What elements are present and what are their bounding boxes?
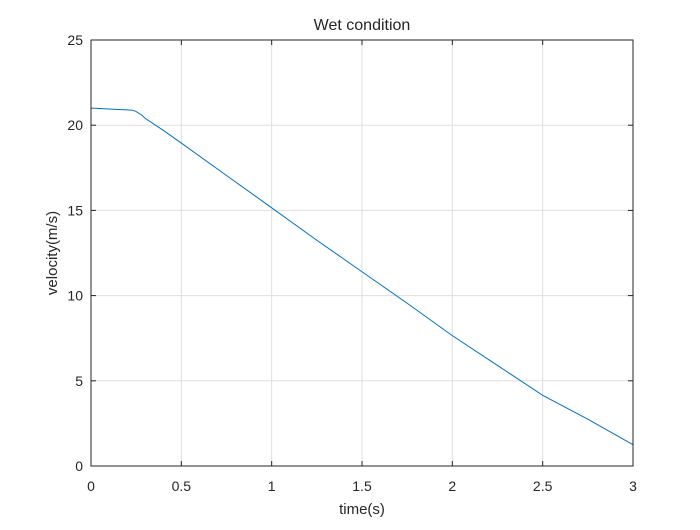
tick-marks (90, 39, 634, 467)
y-tick-label: 20 (67, 117, 83, 133)
y-tick-label: 5 (75, 373, 83, 389)
y-tick-label: 0 (75, 458, 83, 474)
y-axis-label: velocity(m/s) (44, 211, 61, 295)
y-tick-label: 10 (67, 288, 83, 304)
y-tick-label: 15 (67, 202, 83, 218)
series-layer (90, 107, 634, 446)
x-tick-labels: 0 0.5 1 1.5 2 2.5 3 (87, 478, 637, 494)
x-tick-label: 0.5 (172, 478, 192, 494)
x-tick-label: 1.5 (352, 478, 372, 494)
y-tick-labels: 0 5 10 15 20 25 (67, 32, 83, 474)
x-axis-label: time(s) (339, 501, 385, 518)
x-tick-label: 0 (87, 478, 95, 494)
y-tick-label: 25 (67, 32, 83, 48)
x-tick-label: 3 (629, 478, 637, 494)
series-line (90, 107, 634, 446)
x-tick-label: 2.5 (533, 478, 553, 494)
x-tick-label: 1 (268, 478, 276, 494)
chart-title: Wet condition (314, 17, 411, 34)
x-tick-label: 2 (448, 478, 456, 494)
